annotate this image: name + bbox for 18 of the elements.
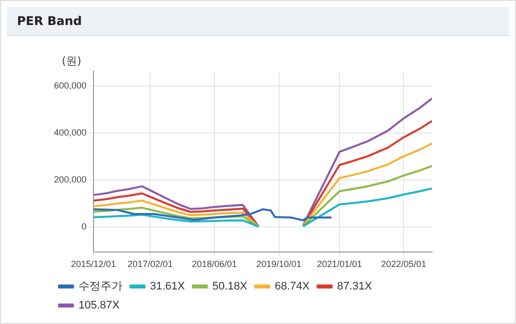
legend-label: 105.87X xyxy=(78,300,120,312)
x-tick-label: 2021/01/01 xyxy=(316,259,362,270)
legend-label: 50.18X xyxy=(212,280,248,293)
legend-label: 31.61X xyxy=(150,280,186,293)
y-tick-label: 200,000 xyxy=(54,174,87,184)
x-tick-label: 2015/12/01 xyxy=(71,259,116,270)
x-tick-label: 2019/10/01 xyxy=(256,259,302,270)
y-tick-label: 400,000 xyxy=(54,128,87,138)
legend-label: 68.74X xyxy=(274,280,310,293)
x-tick-label: 2022/05/01 xyxy=(381,259,426,270)
y-tick-label: 600,000 xyxy=(54,80,87,91)
chart-title: PER Band xyxy=(7,7,509,35)
y-axis-title: (원) xyxy=(62,54,82,68)
x-tick-label: 2018/06/01 xyxy=(192,259,237,270)
legend-label: 87.31X xyxy=(337,280,373,293)
y-tick-label: 0 xyxy=(82,221,87,232)
legend-label: 수정주가 xyxy=(78,280,122,293)
x-tick-label: 2017/02/01 xyxy=(128,259,173,270)
